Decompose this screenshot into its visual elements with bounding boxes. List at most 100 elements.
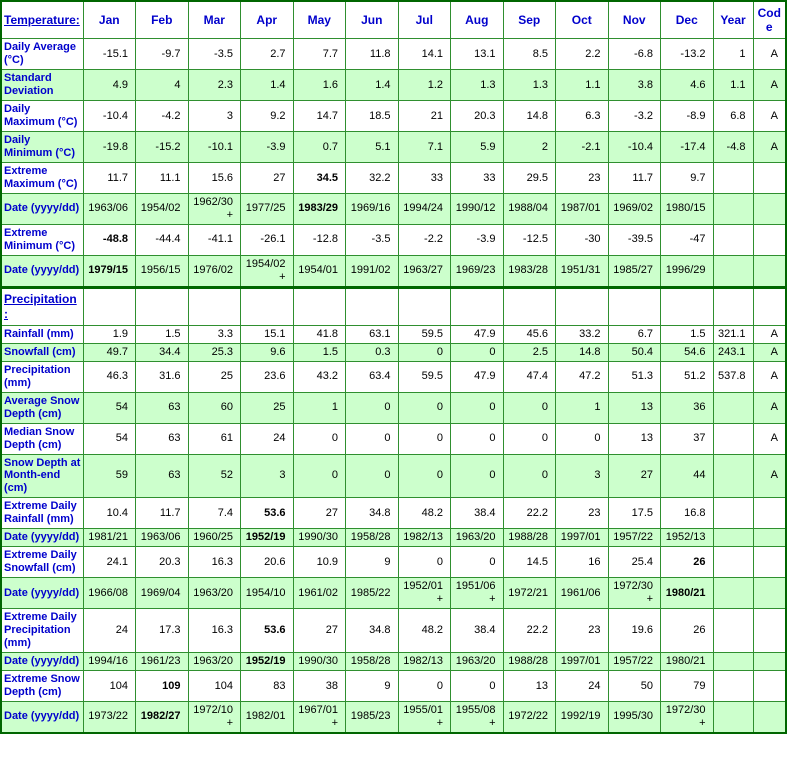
precipitation-section-link[interactable]: Precipitation: xyxy=(4,291,77,321)
column-header-apr: Apr xyxy=(240,0,294,40)
data-cell: 1.5 xyxy=(135,324,189,344)
data-cell: 53.6 xyxy=(240,497,294,530)
data-cell: A xyxy=(752,100,787,133)
data-cell: 27 xyxy=(240,162,294,194)
data-cell: 0 xyxy=(450,670,504,702)
data-cell: 31.6 xyxy=(135,360,189,393)
data-cell: 1985/22 xyxy=(345,577,399,610)
empty-cell xyxy=(660,285,714,326)
data-cell xyxy=(712,608,754,654)
data-cell: 1972/30+ xyxy=(607,577,661,610)
data-cell: 20.3 xyxy=(135,546,189,579)
column-header-dec: Dec xyxy=(660,0,714,40)
table-header-row: Temperature: Jan Feb Mar Apr May Jun Jul Aug Sep… xyxy=(0,0,787,40)
table-row: Date (yyyy/dd) 1979/15 1956/15 1976/02 1954/… xyxy=(0,254,787,288)
data-cell: 1969/23 xyxy=(450,254,504,288)
data-cell xyxy=(712,652,754,672)
table-row: Median Snow Depth (cm) 54 63 61 24 0 0 0 0 0 0 13 37… xyxy=(0,422,787,455)
data-cell: 0 xyxy=(397,391,451,424)
data-cell: 0 xyxy=(502,422,556,455)
data-cell: 1990/30 xyxy=(292,528,346,548)
data-cell: 0 xyxy=(450,391,504,424)
data-cell: 104 xyxy=(187,670,241,702)
data-cell: 1.4 xyxy=(240,69,294,102)
data-cell: 3 xyxy=(240,453,294,499)
data-cell: 1957/22 xyxy=(607,528,661,548)
table-row: Rainfall (mm) 1.9 1.5 3.3 15.1 41.8 63.1 59.5 47… xyxy=(0,324,787,344)
data-cell: -10.4 xyxy=(82,100,136,133)
table-row: Extreme Daily Snowfall (cm) 24.1 20.3 16.3 2… xyxy=(0,546,787,579)
data-cell: 0 xyxy=(502,391,556,424)
data-cell: 321.1 xyxy=(712,324,754,344)
data-cell xyxy=(712,162,754,194)
data-cell xyxy=(712,528,754,548)
data-cell xyxy=(712,422,754,455)
data-cell: 2.3 xyxy=(187,69,241,102)
data-cell: 2 xyxy=(502,131,556,164)
row-label: Precipitation (mm) xyxy=(0,360,84,393)
precipitation-header-row: Precipitation: xyxy=(0,285,787,326)
data-cell: 9.7 xyxy=(660,162,714,194)
data-cell: -17.4 xyxy=(660,131,714,164)
data-cell: A xyxy=(752,391,787,424)
data-cell xyxy=(752,608,787,654)
row-label: Daily Minimum (°C) xyxy=(0,131,84,164)
data-cell: 1972/21 xyxy=(502,577,556,610)
data-cell: 0 xyxy=(345,391,399,424)
data-cell: 3 xyxy=(187,100,241,133)
row-label: Date (yyyy/dd) xyxy=(0,700,84,734)
data-cell: -3.9 xyxy=(240,131,294,164)
data-cell: 1988/04 xyxy=(502,193,556,225)
data-cell: 34.4 xyxy=(135,342,189,362)
empty-cell xyxy=(135,285,189,326)
table-row: Date (yyyy/dd) 1966/08 1969/04 1963/20 1954/… xyxy=(0,577,787,610)
data-cell: 537.8 xyxy=(712,360,754,393)
table-row: Daily Maximum (°C) -10.4 -4.2 3 9.2 14.7 18.5 2… xyxy=(0,100,787,133)
data-cell: 19.6 xyxy=(607,608,661,654)
data-cell: 11.7 xyxy=(82,162,136,194)
data-cell: 3.8 xyxy=(607,69,661,102)
data-cell: 59.5 xyxy=(397,324,451,344)
data-cell: 54.6 xyxy=(660,342,714,362)
row-label: Snowfall (cm) xyxy=(0,342,84,362)
data-cell: -12.8 xyxy=(292,223,346,256)
data-cell: 15.1 xyxy=(240,324,294,344)
data-cell: 36 xyxy=(660,391,714,424)
data-cell: 4 xyxy=(135,69,189,102)
data-cell: 0.3 xyxy=(345,342,399,362)
data-cell: 1988/28 xyxy=(502,528,556,548)
data-cell: 1972/30+ xyxy=(660,700,714,734)
column-header-aug: Aug xyxy=(450,0,504,40)
data-cell: 54 xyxy=(82,422,136,455)
temperature-rows: Daily Average (°C) -15.1 -9.7 -3.5 2.7 7.7 11.… xyxy=(0,38,787,288)
data-cell: 27 xyxy=(292,608,346,654)
data-cell: 4.9 xyxy=(82,69,136,102)
data-cell: 0 xyxy=(292,422,346,455)
temperature-header-section: Temperature: Jan Feb Mar Apr May Jun Jul Aug Sep… xyxy=(0,0,787,40)
data-cell: 45.6 xyxy=(502,324,556,344)
column-header-sep: Sep xyxy=(502,0,556,40)
data-cell: 1952/01+ xyxy=(397,577,451,610)
data-cell: 25 xyxy=(240,391,294,424)
row-label: Date (yyyy/dd) xyxy=(0,254,84,288)
data-cell: 1.9 xyxy=(82,324,136,344)
row-label: Date (yyyy/dd) xyxy=(0,528,84,548)
data-cell: 60 xyxy=(187,391,241,424)
data-cell: 7.4 xyxy=(187,497,241,530)
data-cell: 1951/06+ xyxy=(450,577,504,610)
data-cell: 1963/20 xyxy=(450,528,504,548)
row-label: Extreme Maximum (°C) xyxy=(0,162,84,194)
row-label: Snow Depth at Month-end (cm) xyxy=(0,453,84,499)
data-cell: 63.4 xyxy=(345,360,399,393)
row-label: Date (yyyy/dd) xyxy=(0,193,84,225)
data-cell: 17.5 xyxy=(607,497,661,530)
data-cell: 23 xyxy=(555,497,609,530)
data-cell: 1963/20 xyxy=(450,652,504,672)
temperature-section-link[interactable]: Temperature: xyxy=(4,12,80,27)
data-cell: 17.3 xyxy=(135,608,189,654)
data-cell: 6.7 xyxy=(607,324,661,344)
data-cell: 34.8 xyxy=(345,497,399,530)
temperature-section-cell: Temperature: xyxy=(0,0,84,40)
data-cell: -44.4 xyxy=(135,223,189,256)
empty-cell xyxy=(397,285,451,326)
